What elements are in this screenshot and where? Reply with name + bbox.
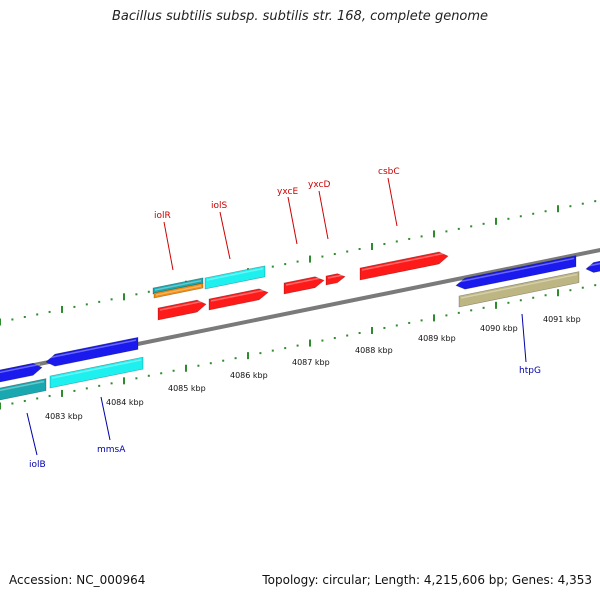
scale-label-4091: 4091 kbp [543,315,581,324]
gene-csbC-highlight [361,252,447,271]
gene-iolB-teal [0,378,47,401]
scale-label-4084: 4084 kbp [106,398,144,407]
gene-edge-right-highlight [587,262,600,267]
leader-htpG [521,313,527,363]
leader-iolS [219,211,231,260]
gene-label-csbC: csbC [378,167,400,177]
gene-iolB-blue-highlight [0,363,41,374]
gene-iolB-teal-highlight [0,380,45,392]
gene-label-yxcE: yxcE [277,187,298,197]
leader-yxcE [287,196,298,245]
gene-yxcD [325,273,346,286]
scale-label-4083: 4083 kbp [45,412,83,421]
gene-iolS-red [208,288,269,311]
genome-title: Bacillus subtilis subsp. subtilis str. 1… [111,9,489,24]
gene-label-iolR: iolR [154,211,171,221]
scale-label-4088: 4088 kbp [355,346,393,355]
leader-mmsA [100,396,111,441]
gene-label-mmsA: mmsA [97,445,126,455]
leader-csbC [387,177,398,227]
scale-label-4086: 4086 kbp [230,371,268,380]
scale-label-4085: 4085 kbp [168,384,206,393]
gene-iolR-orange [153,282,204,299]
gene-mmsA-blue-highlight [47,339,137,359]
gene-iolS-red-highlight [210,289,267,302]
gene-htpG [455,255,577,290]
genome-stats-text: Topology: circular; Length: 4,215,606 bp… [262,573,592,587]
gene-iolB-blue [0,362,43,383]
gene-iolS-cyan-highlight [206,267,264,281]
gene-yxcE [283,276,325,295]
gene-label-yxcD: yxcD [308,180,330,190]
gene-label-htpG: htpG [519,366,541,376]
gene-yxcE-highlight [285,276,323,286]
gene-features [0,251,600,401]
gene-iolS-left [157,299,207,321]
leader-iolB [26,412,38,456]
gene-htpG-khaki [458,271,580,308]
gene-label-iolS: iolS [211,201,228,211]
gene-mmsA-cyan-highlight [51,359,142,379]
gene-iolR-orange-highlight [155,285,202,296]
gene-htpG-khaki-highlight [460,273,578,299]
gene-mmsA-blue [45,336,139,367]
scale-label-4087: 4087 kbp [292,358,330,367]
scale-label-4090: 4090 kbp [480,324,518,333]
gene-edge-right [585,260,600,273]
leader-yxcD [318,190,329,240]
accession-text: Accession: NC_000964 [9,573,146,587]
scale-label-4089: 4089 kbp [418,334,456,343]
gene-iolR-teal-highlight [154,279,202,291]
upper-tick-track [0,200,597,326]
gene-label-iolB: iolB [29,460,46,470]
gene-yxcD-highlight [327,274,344,279]
lower-tick-track [0,284,597,410]
gene-mmsA-cyan [49,356,144,389]
gene-htpG-highlight [457,257,575,283]
gene-iolS-cyan [204,265,266,290]
gene-csbC [359,251,449,281]
leader-iolR [163,221,174,271]
gene-iolS-left-highlight [159,300,205,311]
